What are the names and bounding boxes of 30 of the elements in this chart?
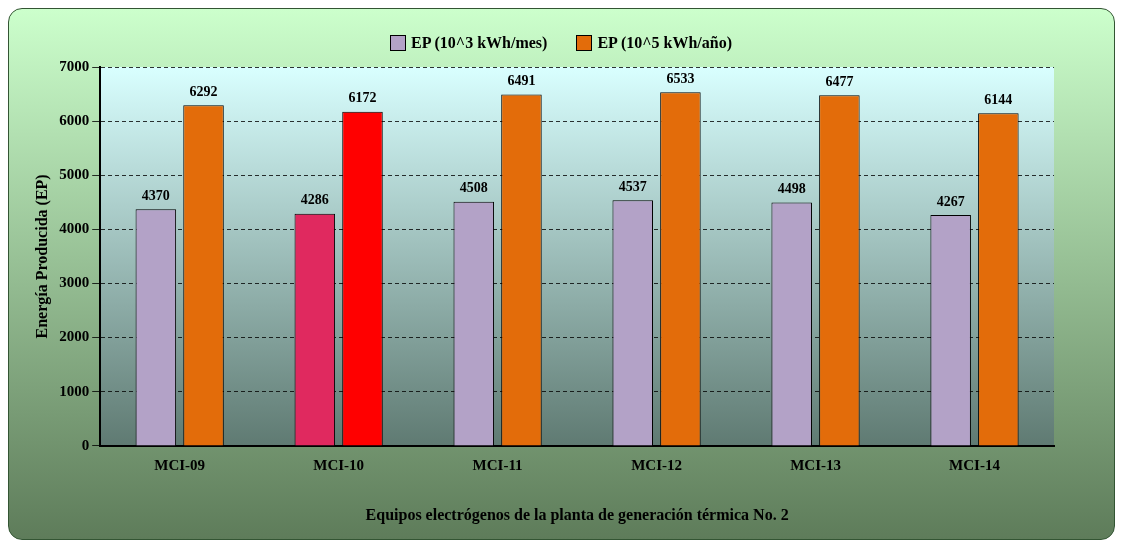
data-label: 4267 — [936, 193, 965, 209]
y-tick-label: 6000 — [59, 111, 90, 128]
x-tick-label: MCI-11 — [472, 456, 523, 473]
x-tick-label: MCI-12 — [631, 456, 682, 473]
data-label: 4498 — [777, 181, 806, 196]
x-tick-label: MCI-10 — [313, 456, 365, 473]
data-label: 4537 — [618, 178, 647, 194]
data-label: 6533 — [666, 70, 695, 86]
data-label: 6292 — [189, 83, 218, 99]
data-label: 6172 — [348, 90, 377, 106]
data-label: 6491 — [507, 73, 536, 89]
x-axis-title: Equipos electrógenos de la planta de generación térmica No. 2 — [365, 505, 789, 524]
data-label: 4370 — [141, 187, 170, 203]
x-tick-label: MCI-13 — [790, 456, 841, 473]
x-tick-label: MCI-09 — [154, 456, 206, 473]
y-axis-title: Energía Producida (EP) — [32, 174, 51, 339]
data-label: 4508 — [459, 180, 488, 196]
y-tick-label: 7000 — [59, 57, 90, 74]
legend-label: EP (10^5 kWh/año) — [597, 34, 733, 52]
y-tick-label: 3000 — [59, 274, 90, 291]
data-label: 6477 — [825, 73, 854, 89]
y-tick-label: 4000 — [59, 220, 90, 237]
y-tick-label: 5000 — [59, 166, 90, 183]
data-label: 4286 — [300, 192, 329, 208]
y-tick-label: 1000 — [59, 382, 90, 399]
data-label: 6144 — [984, 91, 1013, 107]
x-tick-label: MCI-14 — [949, 456, 1001, 473]
legend-label: EP (10^3 kWh/mes) — [410, 34, 548, 52]
y-tick-label: 0 — [81, 436, 90, 453]
y-tick-label: 2000 — [59, 328, 90, 345]
